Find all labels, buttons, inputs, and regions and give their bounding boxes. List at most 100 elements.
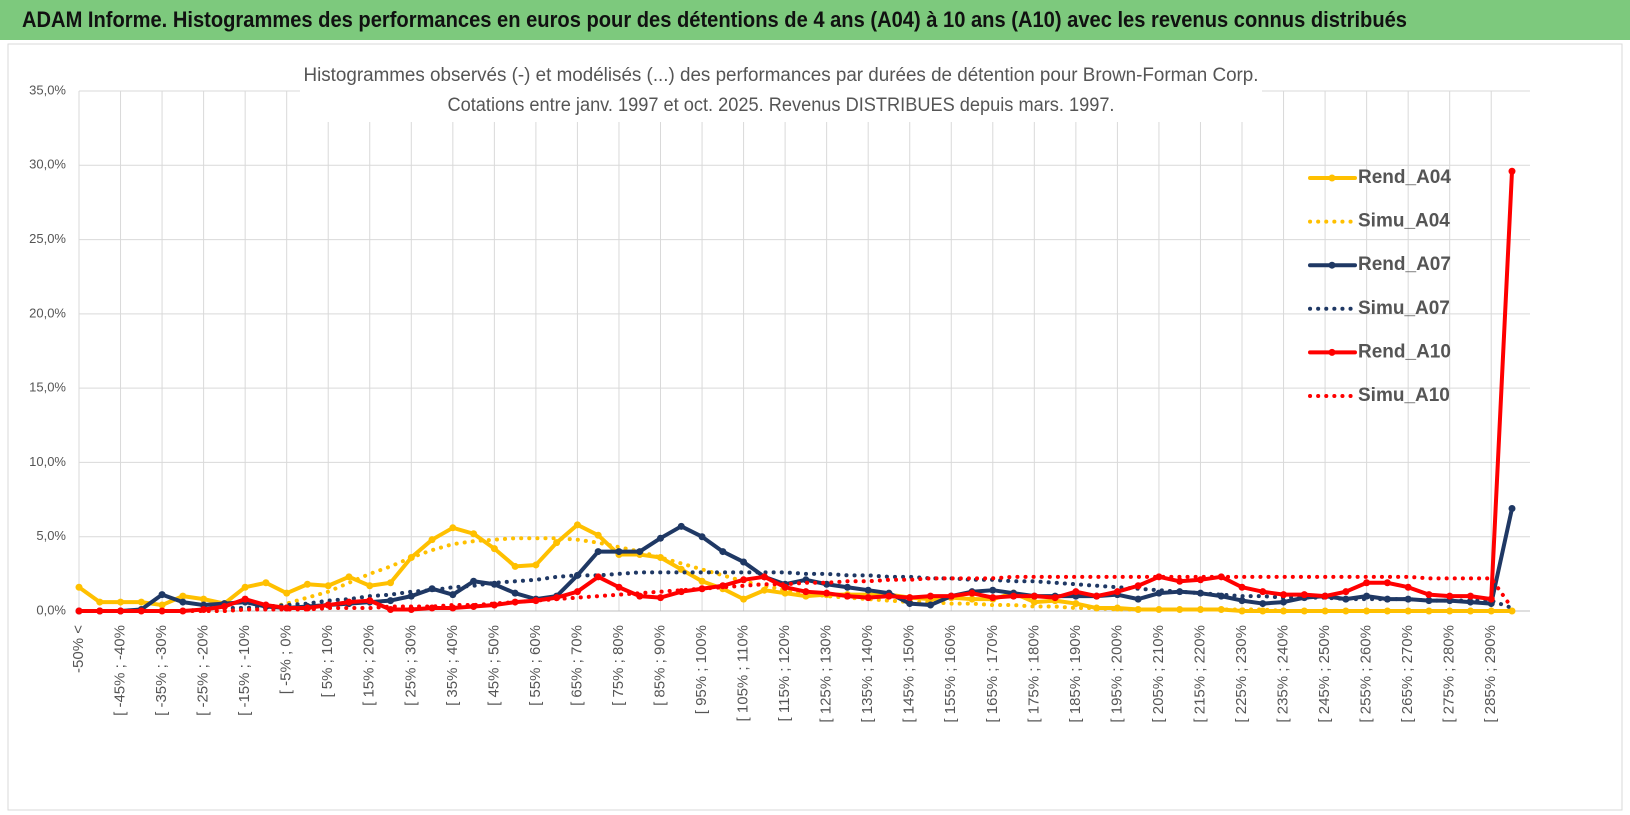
data-point [1363,579,1371,587]
data-point [490,580,498,588]
data-point [283,589,291,597]
data-point [200,595,208,603]
data-point [1508,167,1516,175]
x-tick-label: [ 85% ; 90% [651,625,668,706]
data-point [158,591,166,599]
data-point [117,598,125,606]
data-point [947,592,955,600]
data-point [1134,582,1142,590]
x-tick-label: [ 195% ; 200% [1108,625,1125,723]
data-point [179,592,187,600]
x-tick-label: [ -35% ; -30% [153,625,170,716]
data-point [449,591,457,599]
legend-label: Rend_A10 [1358,341,1451,362]
x-tick-label: [ 115% ; 120% [776,625,793,721]
data-point [843,592,851,600]
legend-label: Simu_A07 [1358,298,1450,319]
y-tick-label: 10,0% [29,454,66,469]
y-tick-label: 35,0% [29,82,66,97]
data-point [470,577,478,585]
x-tick-label: [ 245% ; 250% [1316,625,1333,723]
data-point [1404,583,1412,591]
x-tick-label: [ 215% ; 220% [1191,625,1208,723]
x-tick-label: [ -5% ; 0% [278,625,295,694]
data-point [1134,595,1142,603]
legend-marker [1328,261,1336,269]
data-point [137,598,145,606]
data-point [407,592,415,600]
data-point [262,579,270,587]
data-point [1446,592,1454,600]
data-point [1487,607,1495,615]
data-point [989,586,997,594]
data-point [615,583,623,591]
data-point [1051,594,1059,602]
data-point [698,533,706,541]
data-point [1030,592,1038,600]
y-tick-label: 5,0% [36,528,66,543]
data-point [1238,583,1246,591]
data-point [345,573,353,581]
data-point [615,548,623,556]
chart-subtitle: Cotations entre janv. 1997 et oct. 2025.… [448,95,1115,116]
data-point [740,595,748,603]
data-point [96,598,104,606]
title-bg [300,62,1262,122]
y-tick-label: 30,0% [29,157,66,172]
data-point [387,606,395,614]
x-tick-label: [ 15% ; 20% [361,625,378,706]
data-point [968,595,976,603]
data-point [677,522,685,530]
data-point [532,561,540,569]
data-point [926,601,934,609]
x-tick-label: [ 35% ; 40% [444,625,461,706]
data-point [760,573,768,581]
data-point [1280,598,1288,606]
chart-frame [7,43,1623,811]
data-point [573,521,581,529]
data-point [387,579,395,587]
data-point [1072,600,1080,608]
x-tick-label: [ 155% ; 160% [942,625,959,723]
data-point [657,594,665,602]
data-point [926,592,934,600]
x-tick-label: [ 5% ; 10% [319,625,336,698]
data-point [594,531,602,539]
y-tick-label: 20,0% [29,305,66,320]
data-point [490,545,498,553]
x-tick-label: [ 255% ; 260% [1358,625,1375,723]
data-point [1404,595,1412,603]
data-point [553,539,561,547]
data-point [968,589,976,597]
data-point [1487,595,1495,603]
x-tick-label: [ 235% ; 240% [1275,625,1292,723]
data-point [864,594,872,602]
data-point [1113,588,1121,596]
data-point [823,589,831,597]
x-tick-label: [ 55% ; 60% [527,625,544,706]
data-point [573,588,581,596]
data-point [906,600,914,608]
data-point [366,597,374,605]
data-point [1010,592,1018,600]
data-point [906,594,914,602]
data-point [345,598,353,606]
x-tick-label: [ 135% ; 140% [859,625,876,723]
series-line [77,570,1514,613]
data-point [1508,504,1516,512]
x-tick-label: [ 175% ; 180% [1025,625,1042,723]
x-tick-label: [ 225% ; 230% [1233,625,1250,723]
data-point [843,583,851,591]
x-tick-label: [ 145% ; 150% [901,625,918,723]
x-tick-label: [ -45% ; -40% [112,625,129,716]
data-point [1300,591,1308,599]
data-point [324,582,332,590]
legend-label: Simu_A10 [1358,385,1450,406]
data-point [657,534,665,542]
x-tick-label: -50% < [70,625,87,673]
data-point [241,583,249,591]
data-point [1238,597,1246,605]
data-point [1259,600,1267,608]
data-point [1300,607,1308,615]
